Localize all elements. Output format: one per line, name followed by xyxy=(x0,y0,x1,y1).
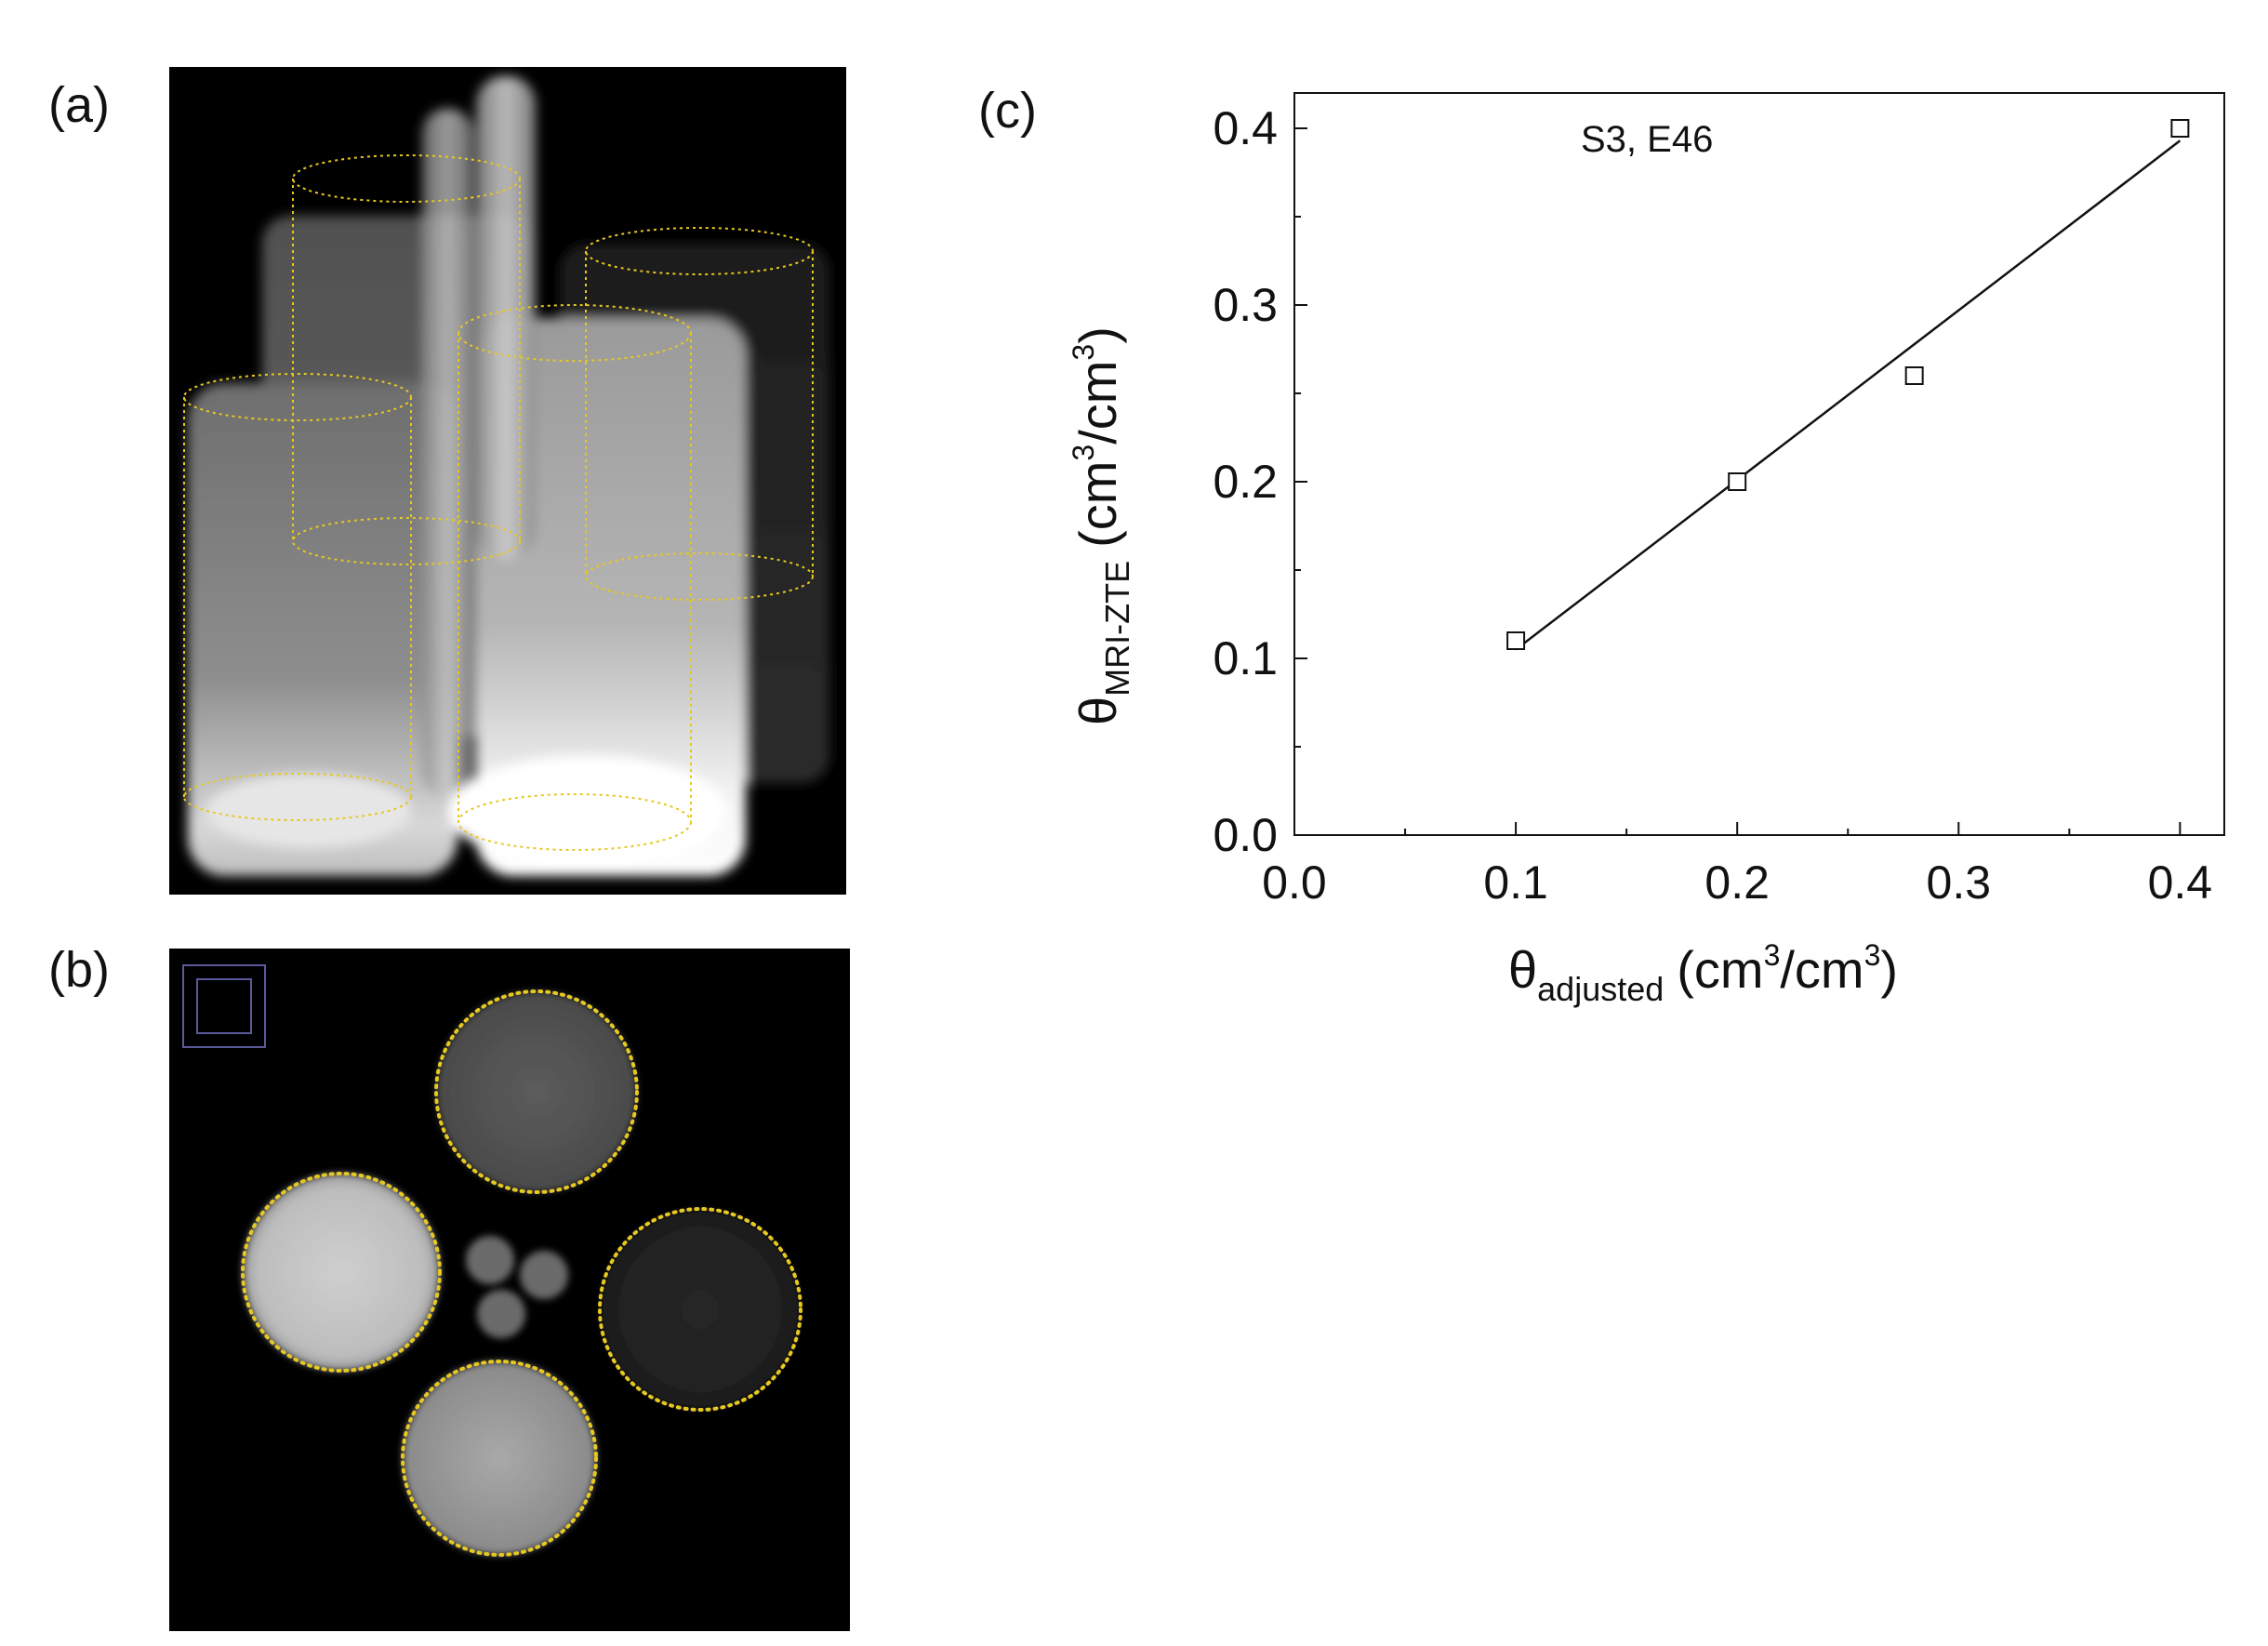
plot-frame xyxy=(1293,92,2225,836)
roi-cylinder-outlines xyxy=(183,154,814,851)
fit-line xyxy=(1515,139,2182,651)
x-tick-label: 0.2 xyxy=(1704,856,1770,909)
x-tick-label: 0.0 xyxy=(1262,856,1327,909)
y-tick-label: 0.4 xyxy=(1213,102,1278,154)
chart-annotation: S3, E46 xyxy=(1581,119,1713,160)
x-tick-label: 0.1 xyxy=(1483,856,1548,909)
roi-circle-outlines xyxy=(241,989,802,1557)
panel-label-b: (b) xyxy=(48,942,110,998)
panel-label-c: (c) xyxy=(978,83,1037,139)
mri-axial-slice-image xyxy=(182,964,802,1557)
mri-3d-rendering-image xyxy=(183,76,829,876)
panel-label-a: (a) xyxy=(48,77,110,133)
y-axis-label: θMRI-ZTE(cm3/cm3) xyxy=(1067,326,1136,725)
y-axis-ticks: 0.0 0.1 0.2 0.3 0.4 xyxy=(1213,102,1307,861)
x-tick-label: 0.4 xyxy=(2148,856,2213,909)
y-tick-label: 0.1 xyxy=(1213,632,1278,684)
mri-axial-slice xyxy=(169,949,850,1631)
scatter-chart: 0.0 0.1 0.2 0.3 0.4 0.00.10.20.30.4 S3, E46 … xyxy=(1067,92,2225,1008)
data-point xyxy=(2170,119,2190,138)
y-tick-label: 0.0 xyxy=(1213,809,1278,861)
y-tick-label: 0.2 xyxy=(1213,456,1278,508)
x-tick-label: 0.3 xyxy=(1927,856,1992,909)
mri-3d-rendering xyxy=(169,67,846,895)
data-points xyxy=(1506,119,2190,650)
data-point xyxy=(1904,366,1924,385)
y-tick-label: 0.3 xyxy=(1213,279,1278,331)
scatter-chart-panel: 0.0 0.1 0.2 0.3 0.4 0.0 0.1 0.2 0.3 0.4 S3, E46 … xyxy=(1023,56,2268,1079)
chart-axes xyxy=(1293,92,2225,836)
x-axis-label: θadjusted (cm3/cm3) xyxy=(1508,938,1898,1008)
data-point xyxy=(1728,472,1747,491)
fit-line-group xyxy=(1515,139,2182,651)
x-axis-ticks: 0.0 0.1 0.2 0.3 0.4 xyxy=(1262,822,2212,909)
data-point xyxy=(1506,631,1526,650)
reference-square-marker xyxy=(182,964,266,1048)
